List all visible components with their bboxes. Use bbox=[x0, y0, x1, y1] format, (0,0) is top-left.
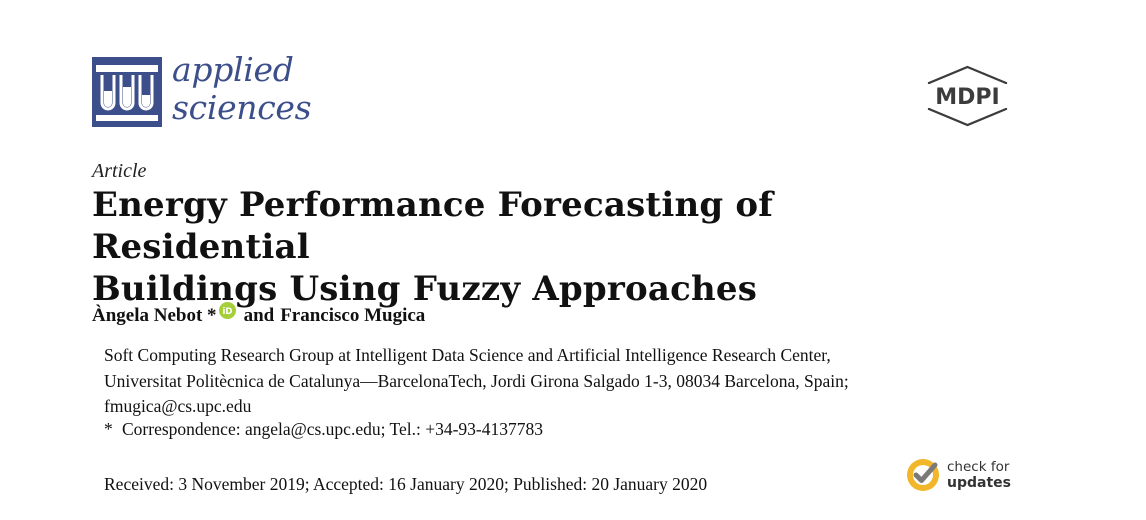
correspondence: * Correspondence: angela@cs.upc.edu; Tel.… bbox=[104, 419, 543, 440]
author-conjunction: and bbox=[243, 305, 275, 326]
orcid-icon[interactable]: iD bbox=[218, 301, 236, 319]
check-badge-icon bbox=[907, 459, 939, 491]
article-type: Article bbox=[92, 160, 147, 182]
hexagon-logo-icon: MDPI bbox=[924, 65, 1011, 127]
article-title-line1: Energy Performance Forecasting of Reside… bbox=[92, 185, 774, 267]
author-name[interactable]: Àngela Nebot * bbox=[92, 305, 217, 326]
author-list: Àngela Nebot * iD and Francisco Mugica bbox=[92, 301, 426, 327]
affiliation: Soft Computing Research Group at Intelli… bbox=[104, 343, 849, 420]
svg-text:iD: iD bbox=[222, 307, 232, 317]
affiliation-line: Universitat Politècnica de Catalunya—Bar… bbox=[104, 370, 849, 391]
publisher-name: MDPI bbox=[935, 85, 999, 110]
article-title-line2: Buildings Using Fuzzy Approaches bbox=[92, 269, 758, 309]
journal-name-line2: sciences bbox=[172, 88, 312, 127]
affiliation-line: Soft Computing Research Group at Intelli… bbox=[104, 345, 831, 365]
correspondence-text: Correspondence: angela@cs.upc.edu; Tel.:… bbox=[122, 419, 543, 439]
correspondence-marker: * bbox=[104, 419, 113, 439]
check-for-updates-button[interactable]: check for updates bbox=[905, 457, 1011, 493]
article-title: Energy Performance Forecasting of Reside… bbox=[92, 184, 952, 310]
author-name[interactable]: Francisco Mugica bbox=[280, 305, 426, 326]
check-updates-label: check for bbox=[947, 459, 1010, 475]
test-tubes-icon bbox=[92, 57, 162, 127]
journal-name-line1: applied bbox=[172, 50, 294, 89]
publication-dates: Received: 3 November 2019; Accepted: 16 … bbox=[104, 474, 708, 494]
journal-logo: applied sciences bbox=[92, 51, 312, 127]
check-updates-label: updates bbox=[947, 475, 1011, 491]
journal-name: applied sciences bbox=[172, 50, 312, 127]
author-email[interactable]: fmugica@cs.upc.edu bbox=[104, 396, 252, 416]
